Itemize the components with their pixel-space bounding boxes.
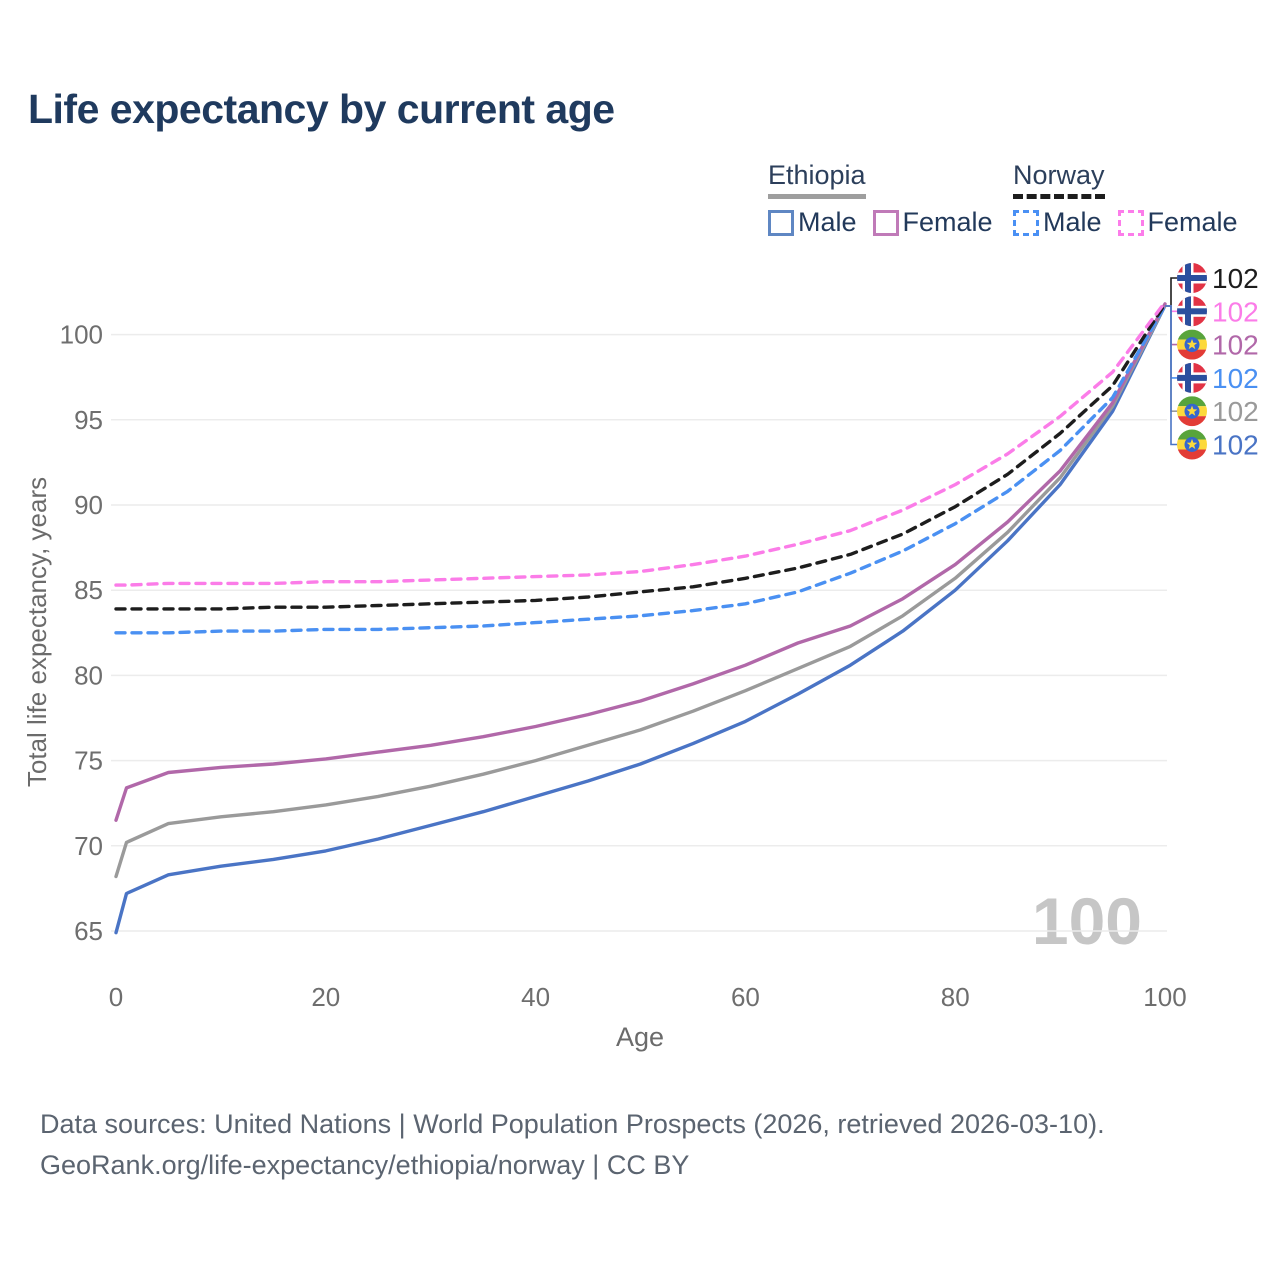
legend-label-ethiopia-male: Male — [798, 207, 857, 237]
y-tick-label: 100 — [60, 320, 103, 350]
series-line-ethiopia-female — [114, 302, 1167, 822]
flag-icon-norway — [1177, 296, 1207, 327]
flag-icon-norway — [1177, 362, 1207, 393]
x-tick-label: 60 — [731, 982, 760, 1012]
y-tick-label: 95 — [74, 405, 103, 435]
norway-female-swatch-icon — [1117, 209, 1144, 236]
legend-group-norway: Norway Male Female — [1013, 160, 1238, 238]
x-axis-title: Age — [616, 1022, 664, 1052]
end-value-label-norway-both: 102 — [1212, 263, 1259, 294]
norway-male-swatch-icon — [1013, 209, 1039, 236]
series-line-norway-both — [114, 302, 1167, 611]
y-axis-title: Total life expectancy, years — [22, 477, 52, 787]
footer: Data sources: United Nations | World Pop… — [40, 1104, 1105, 1186]
legend-country-norway[interactable]: Norway — [1013, 160, 1105, 199]
legend-label-norway-female: Female — [1147, 207, 1238, 237]
end-value-label-norway-female: 102 — [1212, 296, 1259, 327]
legend-group-ethiopia: Ethiopia Male Female — [768, 160, 993, 238]
y-tick-label: 65 — [74, 916, 103, 946]
page-title: Life expectancy by current age — [28, 86, 615, 132]
leader-line-norway-male — [1165, 305, 1179, 379]
y-tick-label: 80 — [74, 660, 103, 690]
x-tick-label: 80 — [941, 982, 970, 1012]
flag-icon-ethiopia — [1177, 329, 1207, 360]
legend-items-ethiopia: Male Female — [768, 207, 993, 238]
y-tick-label: 90 — [74, 490, 103, 520]
leader-line-norway-both — [1165, 277, 1179, 307]
x-tick-label: 40 — [521, 982, 550, 1012]
legend-items-norway: Male Female — [1013, 207, 1238, 238]
x-tick-label: 100 — [1143, 982, 1186, 1012]
x-tick-label: 20 — [311, 982, 340, 1012]
end-value-label-ethiopia-female: 102 — [1212, 330, 1259, 361]
x-tick-label: 0 — [109, 982, 123, 1012]
age-counter-watermark: 100 — [1032, 884, 1142, 958]
legend-label-norway-male: Male — [1043, 207, 1102, 237]
legend-item-ethiopia-female[interactable]: Female — [872, 207, 993, 238]
leader-line-ethiopia-both — [1165, 305, 1179, 413]
end-value-label-ethiopia-male: 102 — [1212, 430, 1259, 461]
leader-line-ethiopia-male — [1165, 305, 1179, 446]
ethiopia-female-swatch-icon — [872, 209, 899, 236]
series-line-ethiopia-both — [114, 303, 1167, 879]
series-line-norway-male — [114, 303, 1167, 635]
end-value-label-ethiopia-both: 102 — [1212, 396, 1259, 427]
flag-icon-ethiopia — [1177, 396, 1207, 427]
legend: Ethiopia Male Female Norway Male — [0, 160, 1280, 250]
footer-data-sources: Data sources: United Nations | World Pop… — [40, 1109, 1105, 1139]
ethiopia-male-swatch-icon — [768, 209, 794, 236]
y-tick-label: 85 — [74, 575, 103, 605]
footer-url[interactable]: GeoRank.org/life-expectancy/ethiopia/nor… — [40, 1150, 690, 1180]
legend-item-ethiopia-male[interactable]: Male — [768, 207, 857, 238]
series-line-norway-female — [114, 300, 1167, 587]
end-value-label-norway-male: 102 — [1212, 363, 1259, 394]
legend-country-ethiopia[interactable]: Ethiopia — [768, 160, 866, 199]
legend-item-norway-female[interactable]: Female — [1117, 207, 1238, 238]
flag-icon-ethiopia — [1177, 429, 1207, 460]
legend-label-ethiopia-female: Female — [902, 207, 993, 237]
y-tick-label: 75 — [74, 746, 103, 776]
series-line-ethiopia-male — [114, 303, 1167, 935]
flag-icon-norway — [1177, 263, 1207, 293]
legend-item-norway-male[interactable]: Male — [1013, 207, 1102, 238]
y-tick-label: 70 — [74, 831, 103, 861]
